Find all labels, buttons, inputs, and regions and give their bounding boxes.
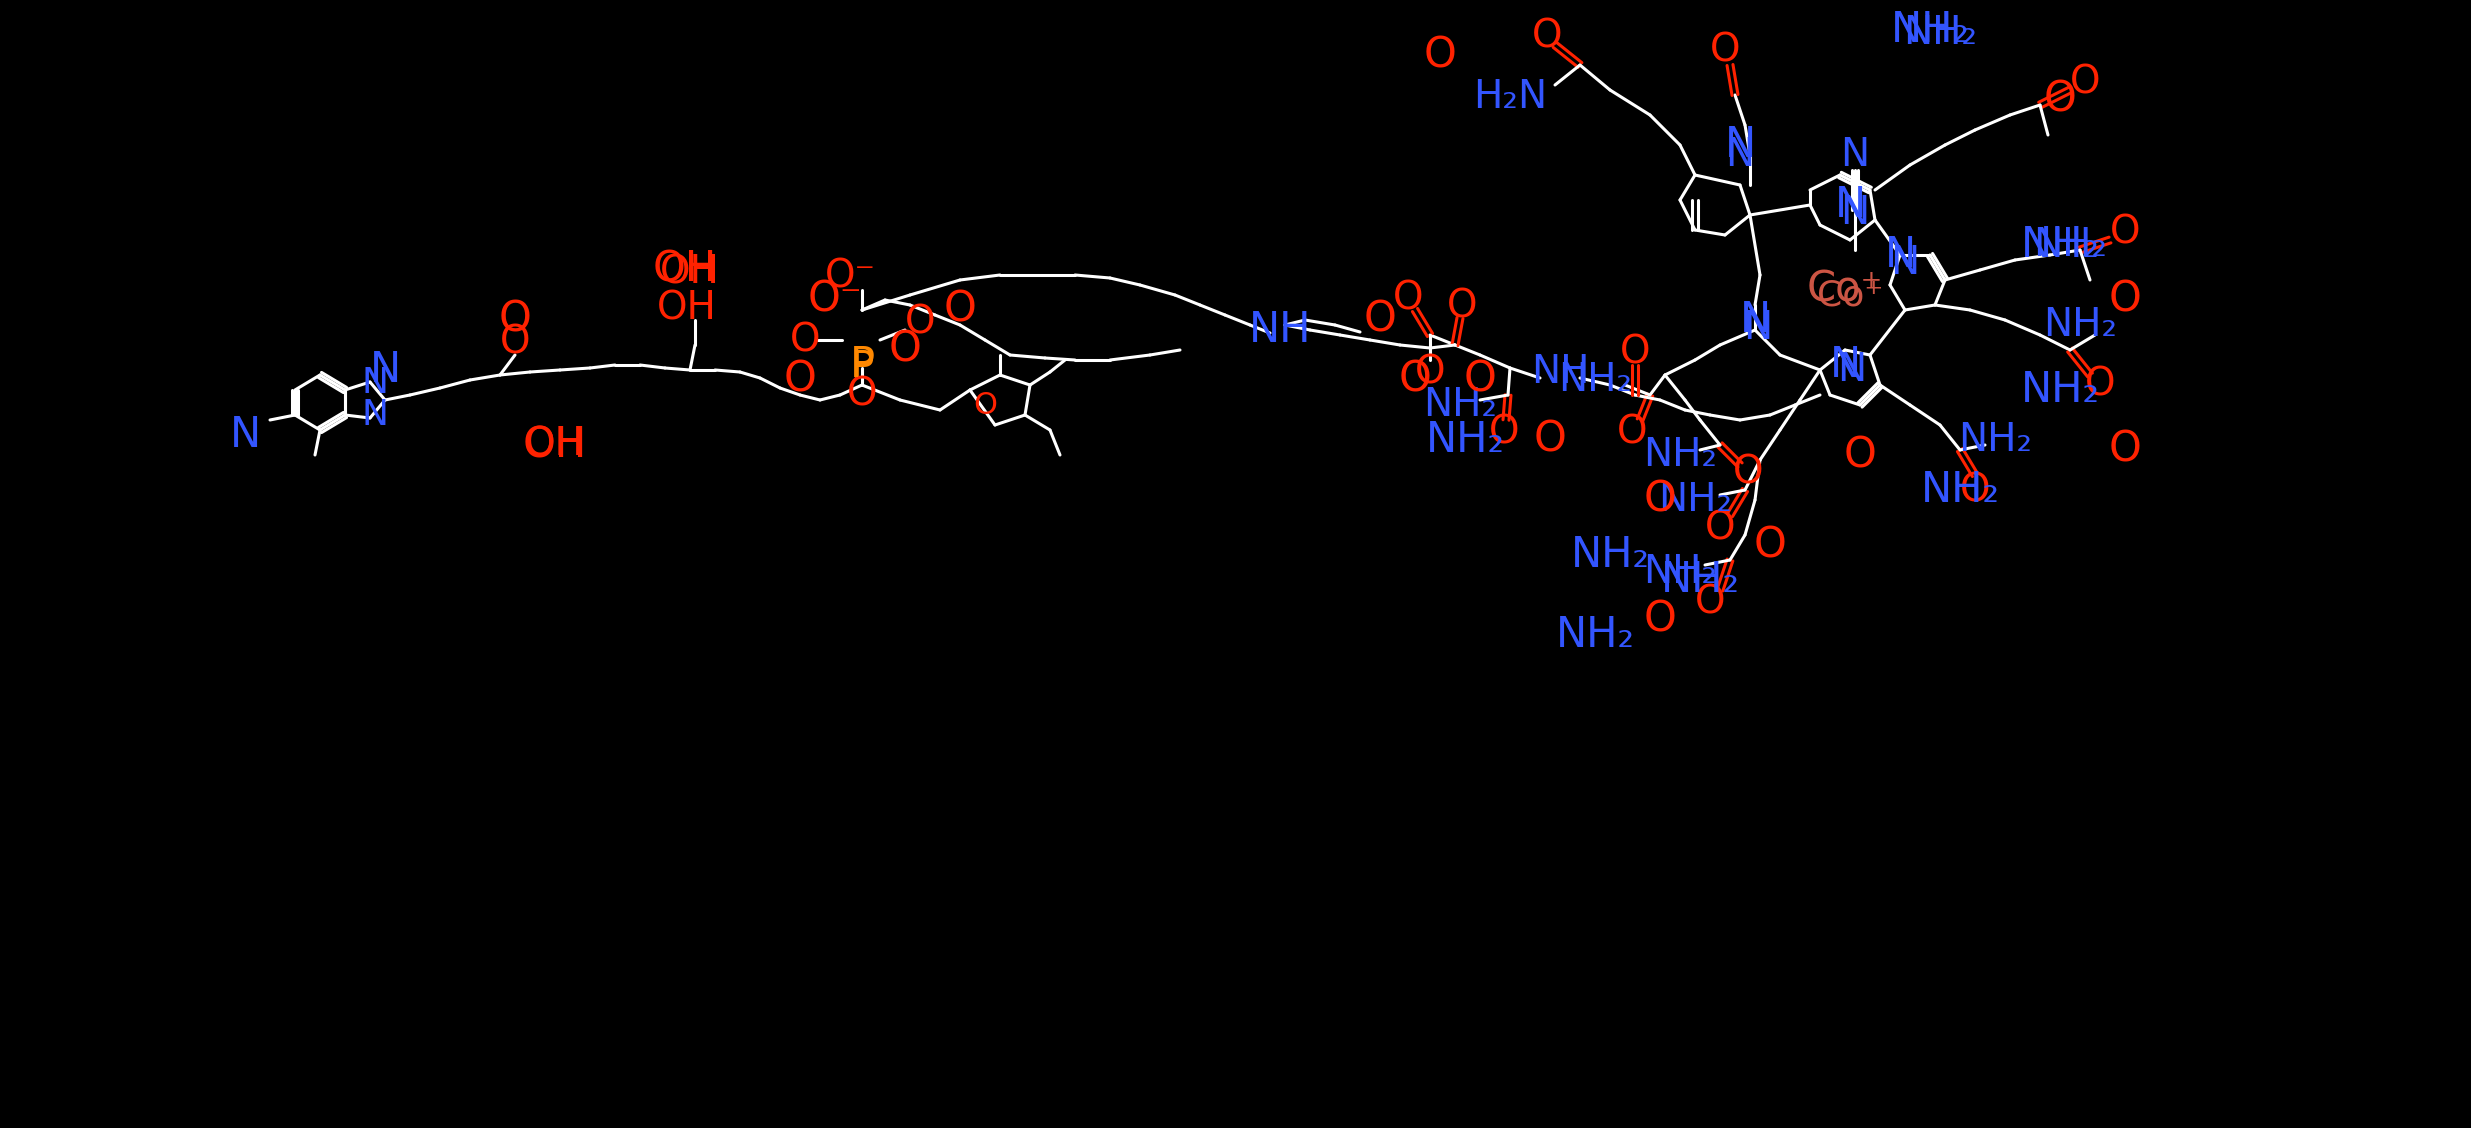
Text: NH₂: NH₂: [1426, 418, 1505, 461]
Text: N: N: [1725, 124, 1754, 166]
Text: O: O: [499, 299, 531, 341]
Text: O: O: [783, 359, 815, 400]
Text: O: O: [791, 321, 820, 359]
Text: N: N: [1841, 194, 1871, 232]
Text: P: P: [850, 349, 875, 387]
Text: NH₂: NH₂: [1554, 614, 1633, 656]
Text: O: O: [1643, 599, 1675, 641]
Text: NH₂: NH₂: [1920, 469, 1999, 511]
Text: NH₂: NH₂: [1903, 14, 1977, 52]
Text: O: O: [1695, 583, 1725, 622]
Text: O: O: [2071, 63, 2100, 102]
Text: O: O: [1416, 353, 1446, 391]
Text: OH: OH: [657, 289, 717, 327]
Text: O: O: [1488, 413, 1520, 451]
Text: O: O: [974, 390, 996, 420]
Text: O: O: [1423, 34, 1455, 76]
Text: H₂N: H₂N: [1473, 78, 1547, 116]
Text: NH₂: NH₂: [2034, 226, 2108, 264]
Text: O: O: [1621, 333, 1651, 371]
Text: P: P: [850, 344, 875, 386]
Text: NH₂: NH₂: [1643, 553, 1717, 591]
Text: OH: OH: [660, 253, 719, 291]
Text: NH: NH: [1248, 309, 1312, 351]
Text: O: O: [944, 289, 976, 331]
Text: NH₂: NH₂: [1957, 421, 2031, 459]
Text: N: N: [1841, 136, 1871, 174]
Text: O: O: [499, 324, 531, 362]
Text: N: N: [361, 365, 388, 400]
Text: O: O: [1960, 472, 1989, 509]
Text: N: N: [1885, 233, 1915, 276]
Text: NH₂: NH₂: [1890, 9, 1969, 51]
Text: O: O: [1534, 418, 1567, 461]
Text: NH₂: NH₂: [2044, 306, 2118, 344]
Text: O: O: [904, 305, 934, 342]
Text: N: N: [1745, 309, 1772, 347]
Text: O: O: [2110, 213, 2140, 252]
Text: N: N: [371, 349, 400, 391]
Text: Co⁺: Co⁺: [1816, 277, 1883, 312]
Text: OH: OH: [524, 426, 586, 464]
Text: N: N: [361, 398, 388, 432]
Text: N: N: [1833, 184, 1866, 226]
Text: O: O: [1446, 288, 1478, 326]
Text: OH: OH: [652, 249, 717, 291]
Text: O: O: [1643, 479, 1675, 521]
Text: NH₂: NH₂: [2021, 369, 2100, 411]
Text: O⁻: O⁻: [808, 279, 862, 321]
Text: O: O: [1463, 359, 1497, 400]
Text: N: N: [1740, 299, 1772, 341]
Text: Co⁺: Co⁺: [1806, 268, 1883, 311]
Text: NH₂: NH₂: [1423, 386, 1497, 424]
Text: O: O: [1843, 434, 1875, 476]
Text: O: O: [2086, 365, 2115, 404]
Text: NH₂: NH₂: [1661, 559, 1740, 601]
Text: O: O: [1616, 413, 1648, 451]
Text: N: N: [1838, 351, 1866, 389]
Text: NH: NH: [1530, 353, 1589, 391]
Text: O: O: [2044, 79, 2076, 121]
Text: O: O: [2108, 429, 2142, 472]
Text: N: N: [1829, 344, 1861, 386]
Text: O: O: [1532, 18, 1562, 56]
Text: O: O: [1399, 359, 1431, 400]
Text: O: O: [1394, 279, 1423, 317]
Text: N: N: [230, 414, 259, 456]
Text: O: O: [848, 376, 877, 414]
Text: O: O: [1364, 299, 1396, 341]
Text: O: O: [890, 329, 922, 371]
Text: NH₂: NH₂: [1557, 361, 1631, 399]
Text: OH: OH: [524, 424, 588, 466]
Text: O: O: [1754, 525, 1787, 566]
Text: NH₂: NH₂: [1658, 481, 1732, 519]
Text: N: N: [1725, 136, 1754, 174]
Text: O⁻: O⁻: [825, 258, 875, 296]
Text: NH₂: NH₂: [1572, 534, 1651, 576]
Text: N: N: [1890, 244, 1920, 282]
Text: NH₂: NH₂: [1643, 437, 1717, 474]
Text: O: O: [2108, 279, 2142, 321]
Text: O: O: [1732, 453, 1764, 492]
Text: O: O: [1710, 30, 1740, 69]
Text: O: O: [1705, 509, 1735, 547]
Text: NH₂: NH₂: [2021, 224, 2100, 266]
